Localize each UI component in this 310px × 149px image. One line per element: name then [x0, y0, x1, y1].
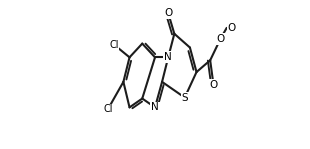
Text: Cl: Cl [109, 40, 119, 50]
Text: S: S [181, 93, 188, 103]
Text: O: O [164, 8, 172, 18]
Text: O: O [216, 34, 225, 44]
Text: N: N [151, 102, 159, 112]
Text: O: O [209, 80, 218, 90]
Text: Cl: Cl [103, 104, 113, 114]
Text: N: N [164, 52, 172, 62]
Text: O: O [228, 23, 236, 33]
